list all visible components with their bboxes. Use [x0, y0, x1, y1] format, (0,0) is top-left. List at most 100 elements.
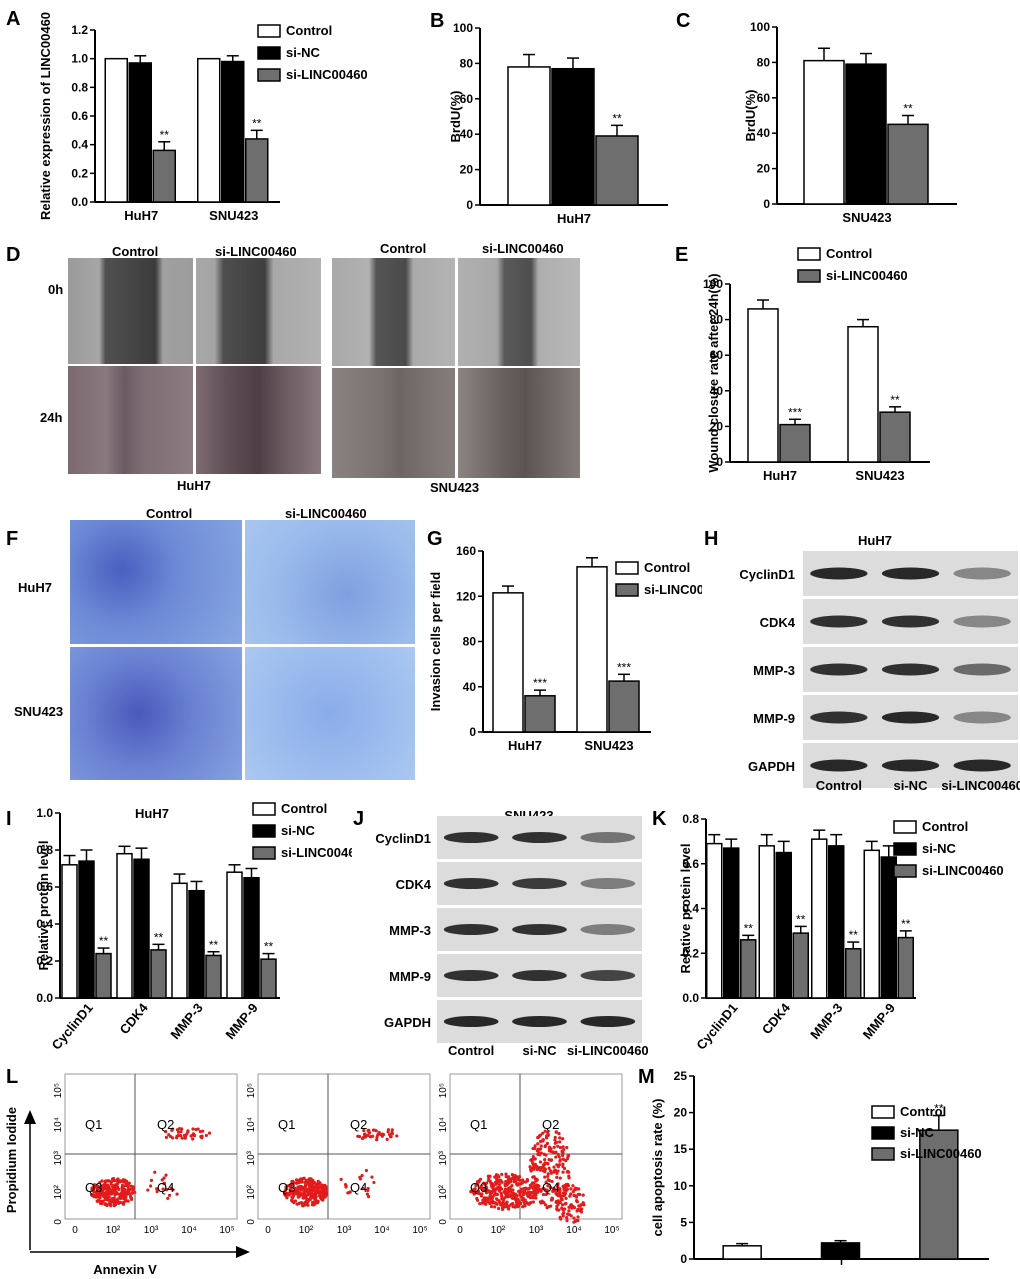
flow-event [538, 1133, 543, 1137]
protein-label: MMP-3 [389, 923, 431, 938]
flow-event [548, 1169, 553, 1173]
y-tick-label: 100 [750, 20, 770, 34]
bar [706, 842, 723, 999]
flow-event [371, 1134, 375, 1138]
bar [205, 954, 222, 999]
d-snu423-0h-si [458, 258, 580, 366]
x-tick-label: SNU423 [209, 208, 258, 223]
flow-event [161, 1187, 165, 1191]
flow-event [546, 1184, 550, 1188]
flow-event [390, 1130, 394, 1135]
flow-event [542, 1187, 547, 1191]
flow-event [288, 1190, 292, 1194]
d-snu423-24h-control [332, 368, 455, 478]
panel-letter-d: D [6, 244, 21, 266]
blot-band [512, 970, 567, 981]
flow-event [539, 1189, 543, 1193]
flow-x-tick: 10⁴ [566, 1225, 581, 1236]
flow-event [572, 1206, 577, 1210]
lane-label: si-LINC00460 [567, 1043, 649, 1058]
flow-event [118, 1179, 122, 1183]
x-tick-label: SNU423 [855, 468, 904, 483]
flow-y-label: Propidium Iodide [4, 1107, 19, 1213]
significance-mark: ** [154, 930, 164, 944]
flow-x-tick: 10⁴ [181, 1225, 196, 1236]
flow-event [562, 1208, 566, 1212]
y-tick-label: 0.8 [682, 812, 699, 826]
flow-y-tick: 10⁵ [246, 1083, 257, 1098]
flow-event [544, 1180, 548, 1184]
flow-event [561, 1164, 565, 1169]
legend-swatch [257, 46, 281, 60]
chart-i-protein-huh7: 0.0 0.2 0.4 0.6 0.8 1.0 Relative protein level… [36, 801, 352, 1053]
flow-event [103, 1179, 107, 1183]
flow-event [113, 1200, 118, 1205]
flow-event [297, 1190, 301, 1195]
bar [845, 948, 862, 999]
flow-event [561, 1212, 565, 1216]
flow-event [500, 1180, 504, 1184]
quadrant-label: Q2 [542, 1117, 559, 1132]
flow-event [507, 1204, 511, 1208]
flow-event [291, 1199, 295, 1204]
flow-event [364, 1168, 368, 1173]
blot-band [881, 567, 940, 580]
bar [133, 858, 150, 999]
flow-event [517, 1200, 521, 1204]
flow-event [488, 1194, 492, 1198]
y-tick-label: 0.8 [36, 843, 53, 857]
blot-band [443, 924, 499, 935]
flow-event [502, 1198, 506, 1202]
panel-letter-j: J [353, 808, 365, 830]
flow-event [360, 1173, 364, 1178]
y-tick-label: 60 [710, 348, 724, 362]
flow-event [309, 1178, 313, 1183]
blot-band [512, 924, 567, 935]
flow-event [556, 1165, 560, 1169]
d-col-label-2: si-LINC00460 [215, 244, 297, 259]
flow-event [533, 1146, 537, 1150]
y-tick-label: 0.6 [36, 880, 53, 894]
protein-label: MMP-9 [753, 711, 795, 726]
flow-event [196, 1127, 200, 1131]
flow-event [523, 1204, 527, 1208]
flow-event [153, 1170, 157, 1174]
y-tick-label: 25 [674, 1069, 688, 1083]
y-tick-label: 0.6 [682, 857, 699, 871]
flow-event [395, 1134, 399, 1138]
flow-event [510, 1188, 514, 1192]
flow-event [103, 1194, 107, 1199]
flow-event [366, 1188, 370, 1193]
flow-event [101, 1200, 105, 1204]
flow-event [120, 1201, 125, 1205]
flow-event [506, 1177, 510, 1182]
flow-event [164, 1130, 168, 1134]
flow-event [516, 1204, 520, 1209]
protein-label: CDK4 [760, 615, 796, 630]
significance-mark: ** [796, 912, 806, 926]
y-tick-label: 20 [674, 1106, 688, 1120]
flow-event [546, 1133, 551, 1137]
flow-event [571, 1184, 575, 1188]
quadrant-label: Q3 [470, 1180, 487, 1195]
flow-event [200, 1136, 204, 1140]
flow-event [362, 1128, 366, 1133]
flow-event [489, 1198, 493, 1203]
quadrant-label: Q1 [470, 1117, 487, 1132]
y-tick-label: 0.2 [71, 166, 88, 180]
y-axis-label: cell apoptosis rate (%) [650, 1099, 665, 1237]
flow-event [560, 1203, 564, 1207]
legend-swatch [257, 68, 281, 82]
f-huh7-control [70, 520, 242, 644]
flow-event [297, 1178, 302, 1182]
d-col-label-4: si-LINC00460 [482, 241, 564, 256]
legend-label: Control [286, 23, 332, 38]
flow-event [129, 1184, 133, 1188]
flow-event [480, 1186, 484, 1191]
flow-event [104, 1190, 108, 1194]
flow-event [550, 1179, 554, 1184]
flow-event [558, 1140, 562, 1144]
flow-y-tick: 10⁵ [438, 1083, 449, 1098]
flow-event [486, 1200, 490, 1204]
bar [245, 138, 269, 203]
